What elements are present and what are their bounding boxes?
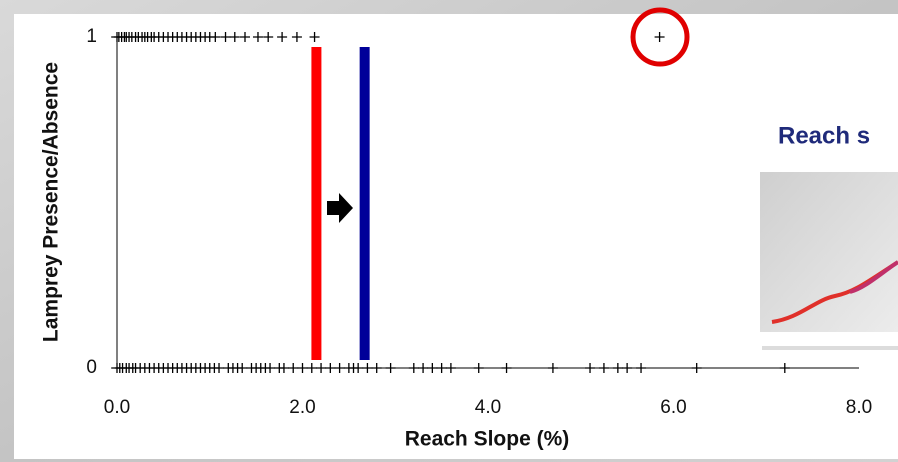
point	[612, 363, 623, 373]
point	[309, 32, 320, 42]
x-tick-label: 4.0	[475, 397, 501, 418]
point	[252, 32, 263, 42]
point	[291, 32, 302, 42]
point	[316, 363, 327, 373]
point	[427, 363, 438, 373]
point	[636, 363, 647, 373]
point	[353, 363, 364, 373]
point	[436, 363, 447, 373]
point	[418, 363, 429, 373]
inset: Reach s	[758, 96, 898, 350]
point	[445, 363, 456, 373]
point	[654, 32, 665, 42]
point	[598, 363, 609, 373]
inset-title: Reach s	[778, 122, 870, 149]
point	[334, 363, 345, 373]
x-axis-title: Reach Slope (%)	[405, 428, 570, 451]
point	[585, 363, 596, 373]
x-tick-label: 2.0	[289, 397, 315, 418]
point	[779, 363, 790, 373]
point	[371, 363, 382, 373]
point	[297, 363, 308, 373]
point	[408, 363, 419, 373]
y-tick-label: 1	[86, 26, 97, 47]
point	[362, 363, 373, 373]
x-tick-label: 0.0	[104, 397, 130, 418]
point	[214, 363, 225, 373]
point	[691, 363, 702, 373]
y-axis-title: Lamprey Presence/Absence	[40, 62, 63, 342]
point	[547, 363, 558, 373]
point	[239, 32, 250, 42]
inset-profile-tail	[849, 260, 898, 294]
point	[265, 363, 276, 373]
shift-arrow	[327, 193, 353, 223]
point	[263, 32, 274, 42]
point	[229, 32, 240, 42]
inset-image	[760, 172, 898, 332]
point	[325, 363, 336, 373]
point	[277, 32, 288, 42]
point	[237, 363, 248, 373]
point	[385, 363, 396, 373]
point	[306, 363, 317, 373]
y-tick-label: 0	[86, 357, 97, 378]
threshold-line	[311, 47, 322, 360]
point	[501, 363, 512, 373]
x-tick-label: 8.0	[846, 397, 872, 418]
point	[288, 363, 299, 373]
x-tick-label: 6.0	[660, 397, 686, 418]
threshold-line	[359, 47, 370, 360]
point	[278, 363, 289, 373]
point	[622, 363, 633, 373]
point	[220, 32, 231, 42]
point	[210, 32, 221, 42]
point	[473, 363, 484, 373]
outlier-highlight	[630, 7, 690, 67]
plot-panel	[14, 14, 898, 459]
